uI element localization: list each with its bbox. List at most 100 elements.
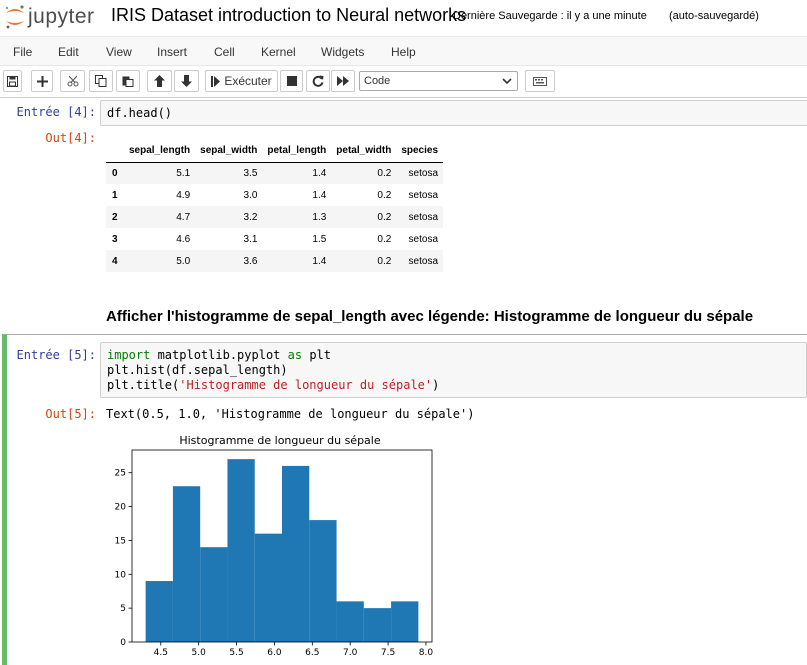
table-header-cell: sepal_length bbox=[124, 140, 196, 163]
menu-insert[interactable]: Insert bbox=[157, 45, 188, 59]
x-tick-label: 6.5 bbox=[305, 648, 319, 658]
chart-x-axis: 4.5 5.0 5.5 6.0 6.5 7.0 7.5 8.0 bbox=[154, 642, 434, 658]
row-index: 3 bbox=[112, 233, 118, 245]
move-up-button[interactable] bbox=[147, 70, 172, 92]
histogram-bar bbox=[363, 608, 392, 642]
fast-forward-icon bbox=[337, 76, 349, 86]
toolbar: Exécuter Code bbox=[0, 66, 807, 98]
cell4-input-prompt: Entrée [4]: bbox=[16, 105, 96, 119]
histogram-bar bbox=[200, 547, 228, 642]
logo-text: jupyter bbox=[28, 5, 95, 28]
move-down-button[interactable] bbox=[174, 70, 199, 92]
table-cell: 3.0 bbox=[243, 189, 258, 201]
step-forward-icon bbox=[211, 75, 221, 87]
insert-cell-button[interactable] bbox=[31, 70, 53, 92]
table-row: 2 4.7 3.2 1.3 0.2 setosa bbox=[106, 206, 444, 228]
chart-bars bbox=[145, 459, 419, 642]
save-button[interactable] bbox=[3, 70, 22, 92]
code-string: 'Histogramme de longueur du sépale' bbox=[179, 378, 433, 392]
row-index: 2 bbox=[112, 211, 118, 223]
y-tick-label: 5 bbox=[120, 604, 126, 614]
table-cell: 0.2 bbox=[377, 167, 392, 179]
copy-button[interactable] bbox=[89, 70, 113, 92]
histogram-bar bbox=[227, 459, 255, 642]
y-tick-label: 15 bbox=[115, 536, 126, 546]
table-cell: 5.1 bbox=[176, 167, 191, 179]
jupyter-logo-icon bbox=[5, 5, 24, 29]
checkpoint-status: Dernière Sauvegarde : il y a une minute bbox=[453, 10, 647, 22]
y-tick-label: 20 bbox=[115, 503, 127, 513]
table-row: 0 5.1 3.5 1.4 0.2 setosa bbox=[106, 162, 444, 184]
code-keyword: as bbox=[287, 348, 303, 362]
table-cell: 4.9 bbox=[176, 189, 191, 201]
x-tick-label: 5.5 bbox=[229, 648, 243, 658]
menu-view[interactable]: View bbox=[106, 45, 132, 59]
table-row: 3 4.6 3.1 1.5 0.2 setosa bbox=[106, 228, 443, 250]
y-tick-label: 10 bbox=[115, 570, 127, 580]
cell5-code-line-1: import matplotlib.pyplot as plt bbox=[107, 348, 331, 362]
table-cell: 1.4 bbox=[312, 255, 327, 267]
scissors-icon bbox=[67, 75, 78, 87]
x-tick-label: 5.0 bbox=[192, 648, 207, 658]
table-cell: 4.7 bbox=[176, 211, 191, 223]
table-header-cell: petal_length bbox=[262, 140, 332, 163]
x-tick-label: 6.0 bbox=[267, 648, 282, 658]
cell5-code-line-3: plt.title('Histogramme de longueur du sé… bbox=[107, 378, 439, 392]
menu-cell[interactable]: Cell bbox=[214, 45, 235, 59]
table-cell: 5.0 bbox=[176, 255, 191, 267]
selected-cell-border[interactable] bbox=[2, 334, 807, 665]
table-cell: 0.2 bbox=[377, 233, 392, 245]
jupyter-logo[interactable]: jupyter bbox=[4, 4, 100, 30]
table-row: 1 4.9 3.0 1.4 0.2 setosa bbox=[106, 184, 443, 206]
table-cell: 1.3 bbox=[312, 211, 327, 223]
x-tick-label: 7.0 bbox=[343, 648, 358, 658]
x-tick-label: 8.0 bbox=[419, 648, 434, 658]
restart-icon bbox=[312, 75, 324, 87]
markdown-heading: Afficher l'histogramme de sepal_length a… bbox=[106, 308, 754, 325]
menu-edit[interactable]: Edit bbox=[58, 45, 79, 59]
dataframe-table: sepal_length sepal_width petal_length pe… bbox=[106, 140, 444, 272]
table-header-cell: petal_width bbox=[331, 140, 397, 163]
paste-button[interactable] bbox=[116, 70, 140, 92]
table-cell: 0.2 bbox=[377, 211, 392, 223]
menu-file[interactable]: File bbox=[13, 45, 33, 59]
chevron-down-icon bbox=[502, 78, 512, 85]
command-palette-button[interactable] bbox=[525, 70, 555, 92]
menu-kernel[interactable]: Kernel bbox=[261, 45, 296, 59]
chart-title: Histogramme de longueur du sépale bbox=[179, 434, 380, 447]
paste-icon bbox=[122, 76, 134, 87]
save-icon bbox=[7, 75, 18, 87]
table-cell: 0.2 bbox=[377, 255, 392, 267]
cell-type-select[interactable]: Code bbox=[359, 71, 518, 91]
table-cell: setosa bbox=[408, 233, 439, 245]
cell5-code-line-2: plt.hist(df.sepal_length) bbox=[107, 363, 288, 377]
chart-axes-frame bbox=[131, 449, 433, 643]
keyboard-icon bbox=[533, 77, 547, 86]
cell5-output-text: Text(0.5, 1.0, 'Histogramme de longueur … bbox=[106, 407, 475, 421]
code-keyword: import bbox=[107, 348, 151, 362]
y-tick-label: 25 bbox=[115, 469, 126, 479]
run-button[interactable]: Exécuter bbox=[205, 70, 278, 92]
copy-icon bbox=[95, 75, 107, 87]
menu-widgets[interactable]: Widgets bbox=[321, 45, 365, 59]
histogram-bar bbox=[282, 465, 310, 642]
interrupt-button[interactable] bbox=[280, 70, 303, 92]
cell4-code-editor[interactable]: df.head() bbox=[100, 100, 807, 126]
cell5-code-editor[interactable]: import matplotlib.pyplot as plt plt.hist… bbox=[100, 342, 807, 398]
cut-button[interactable] bbox=[60, 70, 85, 92]
notebook-title[interactable]: IRIS Dataset introduction to Neural netw… bbox=[111, 5, 467, 25]
histogram-bar bbox=[254, 533, 282, 642]
row-index: 0 bbox=[112, 167, 118, 179]
stop-icon bbox=[286, 76, 297, 86]
autosave-status: (auto-sauvegardé) bbox=[669, 10, 759, 22]
row-index: 1 bbox=[112, 189, 118, 201]
cell4-code-line: df.head() bbox=[107, 106, 173, 120]
table-header-cell: sepal_width bbox=[195, 140, 263, 163]
table-cell: setosa bbox=[408, 189, 439, 201]
restart-run-all-button[interactable] bbox=[331, 70, 355, 92]
menu-help[interactable]: Help bbox=[391, 45, 416, 59]
table-cell: setosa bbox=[408, 211, 439, 223]
table-header-index bbox=[106, 140, 124, 163]
restart-button[interactable] bbox=[306, 70, 330, 92]
histogram-bar bbox=[336, 601, 364, 642]
